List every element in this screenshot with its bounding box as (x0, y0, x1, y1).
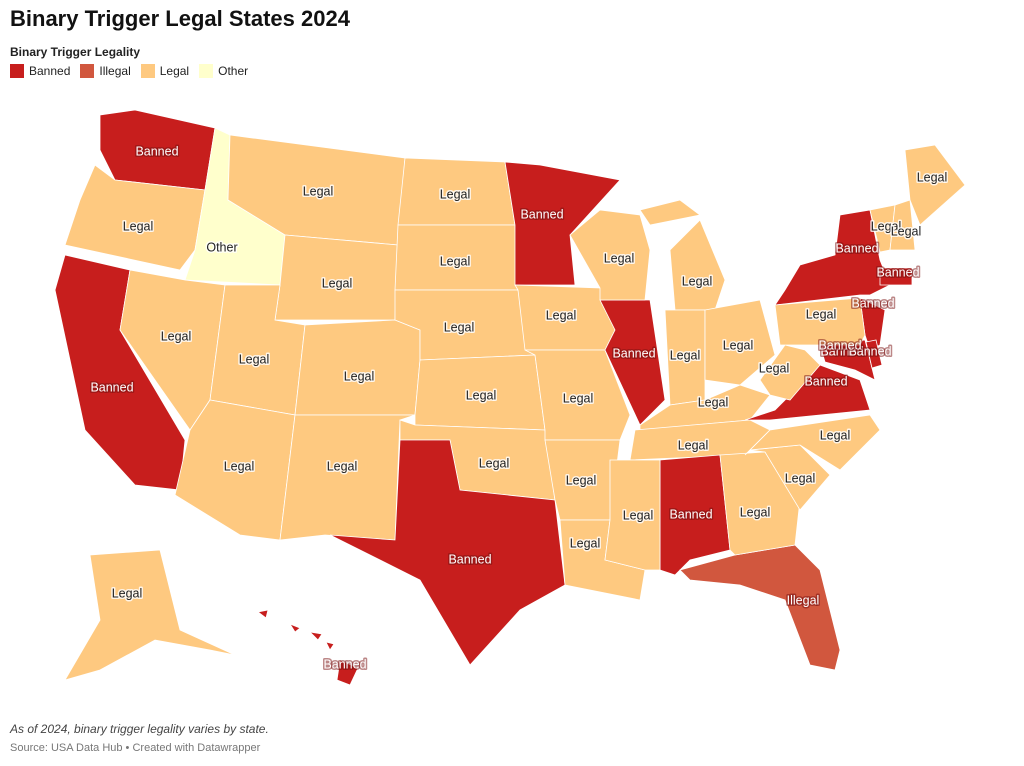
state-label: Legal (604, 251, 635, 265)
state-label: Banned (804, 374, 847, 388)
state-label: Banned (520, 207, 563, 221)
state (329, 439, 566, 666)
state-label: Other (206, 240, 237, 254)
state (64, 549, 236, 681)
state-labels: Banned Legal Banned Other Legal Legal Legal Leg… (89, 143, 949, 673)
state (604, 459, 661, 571)
legend: Banned Illegal Legal Other (10, 64, 248, 78)
state-label: Legal (806, 307, 837, 321)
state (904, 144, 966, 226)
state-label: Legal (466, 388, 497, 402)
state (704, 299, 776, 386)
state-label: Legal (479, 456, 510, 470)
state-label: Banned (851, 296, 894, 310)
state-label: Legal (440, 187, 471, 201)
legend-title: Binary Trigger Legality (10, 45, 141, 59)
state (325, 641, 335, 651)
state (308, 631, 323, 641)
state (774, 209, 891, 306)
state (774, 297, 866, 346)
state-label: Legal (570, 536, 601, 550)
state-label: Legal (546, 308, 577, 322)
state (744, 364, 871, 421)
state-label: Banned (135, 144, 178, 158)
legend-swatch (199, 64, 214, 78)
state-label: Legal (820, 428, 851, 442)
state-label: Legal (344, 369, 375, 383)
legend-item: Legal (140, 64, 190, 78)
legend-swatch (80, 64, 95, 78)
state-label: Legal (440, 254, 471, 268)
state-label: Illegal (787, 593, 820, 607)
state-label: Legal (759, 361, 790, 375)
state-label: Banned (820, 344, 863, 358)
legend-swatch (10, 64, 24, 78)
state (279, 414, 416, 541)
state-label: Legal (112, 586, 143, 600)
state-label: Legal (682, 274, 713, 288)
state-label: Legal (239, 352, 270, 366)
state-label: Legal (322, 276, 353, 290)
legend-label: Banned (29, 64, 71, 78)
note: As of 2024, binary trigger legality vari… (10, 722, 269, 736)
state-label: Banned (835, 241, 878, 255)
state-label: Legal (670, 348, 701, 362)
state-label: Legal (566, 473, 597, 487)
state (679, 544, 841, 671)
state-label: Legal (917, 170, 948, 184)
state (879, 267, 913, 286)
state-label: Legal (723, 338, 754, 352)
state (289, 623, 301, 633)
state-label: Legal (871, 219, 902, 233)
legend-item: Other (199, 64, 248, 78)
state-label: Legal (623, 508, 654, 522)
state (639, 199, 701, 226)
state-label: Legal (698, 395, 729, 409)
state (274, 234, 399, 321)
states (54, 109, 966, 686)
state (744, 414, 881, 471)
title: Binary Trigger Legal States 2024 (10, 6, 350, 31)
state (825, 344, 835, 356)
state-label: Banned (848, 344, 891, 358)
state-label: Banned (90, 380, 133, 394)
state-label: Banned (448, 552, 491, 566)
legend-label: Legal (159, 64, 190, 78)
state-label: Banned (669, 507, 712, 521)
legend-item: Banned (10, 64, 70, 78)
state-label: Banned (323, 657, 366, 671)
state-label: Legal (444, 320, 475, 334)
state-label: Legal (161, 329, 192, 343)
state-label: Legal (891, 224, 922, 238)
state-label: Legal (678, 438, 709, 452)
state-label: Legal (740, 505, 771, 519)
state (889, 199, 916, 251)
state-label: Legal (327, 459, 358, 473)
state-label: Legal (303, 184, 334, 198)
state (257, 609, 269, 619)
state (294, 319, 421, 416)
legend-label: Other (218, 64, 249, 78)
state-label: Banned (818, 338, 861, 352)
state (336, 659, 359, 686)
state-label: Legal (123, 219, 154, 233)
state (865, 339, 883, 369)
state-label: Banned (612, 346, 655, 360)
legend-swatch (140, 64, 155, 78)
state-label: Legal (785, 471, 816, 485)
legend-item: Illegal (80, 64, 131, 78)
state (504, 161, 621, 286)
legend-label: Illegal (99, 64, 131, 78)
state-label: Legal (563, 391, 594, 405)
state (669, 219, 726, 311)
state (64, 164, 206, 271)
state-label: Legal (224, 459, 255, 473)
source: Source: USA Data Hub • Created with Data… (10, 742, 261, 754)
state-label: Banned (876, 265, 919, 279)
state (569, 209, 651, 301)
